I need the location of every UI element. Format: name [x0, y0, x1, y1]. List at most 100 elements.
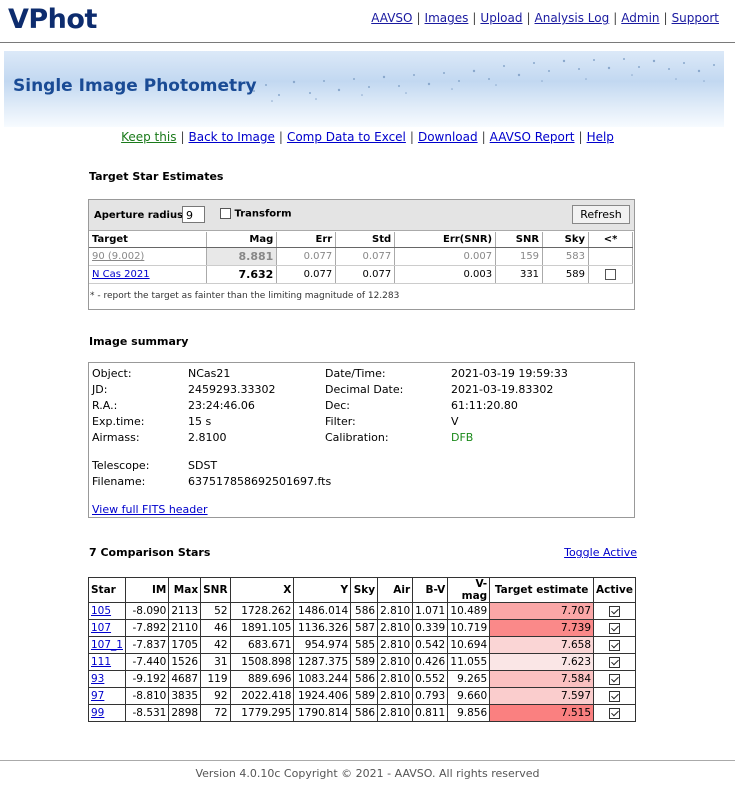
active-checkbox[interactable] — [609, 605, 620, 617]
calibration-value: DFB — [451, 431, 474, 444]
sky-cell: 589 — [542, 265, 589, 284]
vmag-cell: 9.660 — [447, 687, 491, 705]
nav-admin[interactable]: Admin — [621, 11, 660, 25]
star-cell: 111 — [88, 653, 126, 671]
calibration-label: Calibration: — [325, 431, 389, 444]
filter-label: Filter: — [325, 415, 356, 428]
air-cell: 2.810 — [377, 602, 414, 620]
active-cell — [593, 636, 636, 654]
transform-option: Transform — [220, 208, 292, 220]
active-checkbox[interactable] — [609, 673, 620, 685]
target-panel: Aperture radius: 9 Transform Refresh Tar… — [88, 199, 635, 310]
bv-cell: 0.811 — [412, 704, 449, 722]
y-cell: 1083.244 — [293, 670, 352, 688]
nav-aavso[interactable]: AAVSO — [371, 11, 413, 25]
nav-separator: | — [578, 130, 583, 144]
table-row: N Cas 2021 7.632 0.077 0.077 0.003 331 5… — [89, 265, 633, 284]
comp-star-link[interactable]: 105 — [91, 605, 112, 617]
snr-cell: 42 — [200, 636, 231, 654]
comp-star-link[interactable]: 99 — [91, 707, 105, 719]
target-name-cell: 90 (9.002) — [89, 247, 208, 266]
help-link[interactable]: Help — [586, 130, 614, 144]
air-cell: 2.810 — [377, 653, 414, 671]
y-cell: 1790.814 — [293, 704, 352, 722]
target-link-ncas2021[interactable]: N Cas 2021 — [92, 269, 150, 280]
keep-this-link[interactable]: Keep this — [121, 130, 177, 144]
toggle-active-link[interactable]: Toggle Active — [564, 546, 637, 559]
nav-separator: | — [416, 11, 421, 25]
table-row: 105 -8.090 2113 52 1728.262 1486.014 586 2.810 1… — [88, 602, 636, 620]
est-cell: 7.707 — [489, 602, 595, 620]
y-cell: 1287.375 — [293, 653, 352, 671]
airmass-label: Airmass: — [92, 431, 140, 444]
aperture-radius-input[interactable]: 9 — [182, 206, 205, 223]
nav-upload[interactable]: Upload — [480, 11, 523, 25]
active-cell — [593, 670, 636, 688]
comp-star-link[interactable]: 111 — [91, 656, 112, 668]
aavso-report-link[interactable]: AAVSO Report — [489, 130, 575, 144]
nav-images[interactable]: Images — [424, 11, 469, 25]
im-cell: -8.090 — [124, 602, 170, 620]
air-cell: 2.810 — [377, 704, 414, 722]
max-cell: 4687 — [168, 670, 202, 688]
nav-separator: | — [613, 11, 618, 25]
nav-separator: | — [409, 130, 414, 144]
transform-label: Transform — [234, 208, 292, 220]
comp-star-link[interactable]: 97 — [91, 690, 105, 702]
snr-cell: 72 — [200, 704, 231, 722]
aperture-label: Aperture radius: — [94, 210, 188, 221]
nav-support[interactable]: Support — [671, 11, 719, 25]
comp-star-link[interactable]: 107 — [91, 622, 112, 634]
y-cell: 1486.014 — [293, 602, 352, 620]
transform-checkbox[interactable] — [220, 208, 231, 219]
back-to-image-link[interactable]: Back to Image — [188, 130, 275, 144]
active-cell — [593, 602, 636, 620]
active-checkbox[interactable] — [609, 656, 620, 668]
fainter-checkbox[interactable] — [605, 268, 616, 280]
comp-star-link[interactable]: 93 — [91, 673, 105, 685]
nav-separator: | — [481, 130, 486, 144]
view-fits-header-link[interactable]: View full FITS header — [92, 503, 208, 516]
vmag-cell: 10.719 — [447, 619, 491, 637]
x-cell: 1891.105 — [229, 619, 295, 637]
exposure-label: Exp.time: — [92, 415, 145, 428]
active-cell — [593, 653, 636, 671]
nav-separator: | — [278, 130, 283, 144]
col-x: X — [229, 577, 295, 603]
mag-cell: 8.881 — [206, 247, 278, 266]
target-link-check-star[interactable]: 90 (9.002) — [92, 251, 145, 262]
snr-cell: 331 — [495, 265, 544, 284]
x-cell: 683.671 — [229, 636, 295, 654]
max-cell: 2898 — [168, 704, 202, 722]
bv-cell: 0.793 — [412, 687, 449, 705]
sky-cell: 586 — [350, 602, 379, 620]
est-cell: 7.623 — [489, 653, 595, 671]
active-checkbox[interactable] — [609, 707, 620, 719]
active-checkbox[interactable] — [609, 622, 620, 634]
active-checkbox[interactable] — [609, 639, 620, 651]
refresh-button[interactable]: Refresh — [572, 205, 630, 224]
comp-star-link[interactable]: 107_1 — [91, 639, 123, 651]
im-cell: -7.892 — [124, 619, 170, 637]
filename-label: Filename: — [92, 475, 146, 488]
table-row: 107 -7.892 2110 46 1891.105 1136.326 587 2.810 0… — [88, 619, 636, 637]
col-air: Air — [377, 577, 414, 603]
sky-cell: 583 — [542, 247, 589, 266]
footer-divider — [0, 760, 735, 761]
mag-cell: 7.632 — [206, 265, 278, 284]
col-sky: Sky — [542, 232, 589, 248]
col-active: Active — [593, 577, 636, 603]
fainter-cell — [588, 247, 633, 266]
x-cell: 1508.898 — [229, 653, 295, 671]
comp-data-excel-link[interactable]: Comp Data to Excel — [286, 130, 406, 144]
active-checkbox[interactable] — [609, 690, 620, 702]
logo: VPhot — [8, 4, 97, 35]
top-bar: VPhot AAVSO | Images | Upload | Analysis Log | A… — [0, 0, 735, 43]
nav-analysis-log[interactable]: Analysis Log — [534, 11, 610, 25]
y-cell: 954.974 — [293, 636, 352, 654]
download-link[interactable]: Download — [417, 130, 478, 144]
max-cell: 2110 — [168, 619, 202, 637]
col-y: Y — [293, 577, 352, 603]
fainter-cell — [588, 265, 633, 284]
filename-value: 637517858692501697.fts — [188, 475, 332, 488]
